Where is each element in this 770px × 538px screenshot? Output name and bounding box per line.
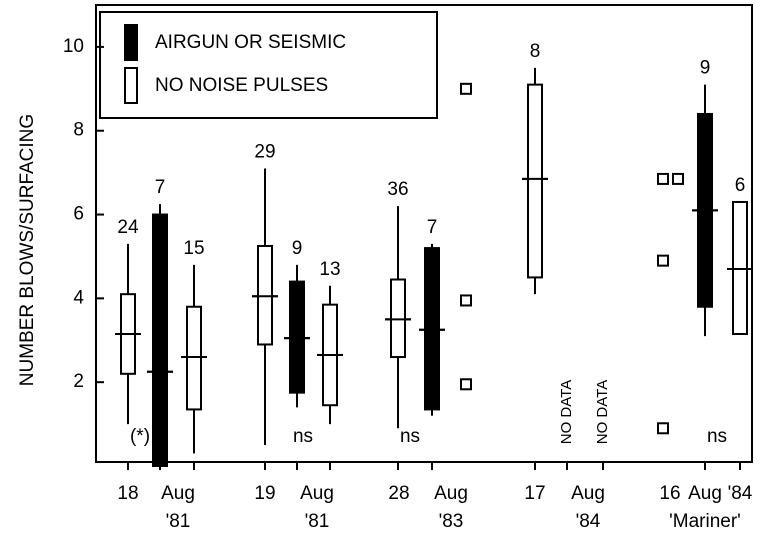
point: [460, 82, 472, 95]
y-tick-label: 10: [63, 36, 84, 57]
legend-swatch: [124, 24, 138, 61]
sample-size: 9: [292, 238, 303, 259]
point: [460, 378, 472, 391]
point: [672, 172, 684, 185]
sample-size: 9: [700, 58, 711, 79]
box: [390, 278, 406, 359]
box: [186, 305, 202, 411]
x-tick-label: 28: [388, 483, 409, 504]
sample-size: 24: [117, 217, 139, 238]
x-tick-label: '83: [439, 511, 464, 532]
sample-size: 7: [427, 217, 438, 238]
y-tick-label: 6: [73, 204, 84, 225]
box: [289, 280, 305, 394]
sample-size: 13: [319, 259, 340, 280]
annotation: ns: [293, 426, 313, 447]
x-tick-label: 16: [659, 483, 680, 504]
sample-size: 7: [155, 177, 166, 198]
y-axis-label: NUMBER BLOWS/SURFACING: [17, 114, 38, 386]
plot-frame: [95, 4, 753, 463]
y-tick-label: 8: [73, 120, 84, 141]
sample-size: 15: [183, 238, 204, 259]
legend-swatch: [124, 67, 138, 104]
x-tick-label: '84: [728, 483, 753, 504]
point: [657, 172, 669, 185]
point: [657, 254, 669, 267]
x-tick-label: '84: [576, 511, 601, 532]
x-tick-label: 17: [524, 483, 545, 504]
box: [257, 244, 273, 346]
x-tick-label: Aug: [571, 483, 605, 504]
no-data: NO DATA: [594, 380, 611, 444]
sample-size: 36: [387, 179, 408, 200]
x-tick-label: Aug: [434, 483, 468, 504]
x-tick-label: 'Mariner': [669, 511, 741, 532]
legend-label: NO NOISE PULSES: [155, 75, 328, 96]
legend-frame: [99, 11, 438, 119]
x-tick-label: Aug: [688, 483, 722, 504]
sample-size: 6: [735, 175, 746, 196]
sample-size: 8: [530, 41, 541, 62]
no-data: NO DATA: [558, 380, 575, 444]
y-tick-label: 2: [73, 371, 84, 392]
sample-size: 29: [254, 141, 275, 162]
x-tick-label: 19: [254, 483, 275, 504]
x-tick-label: Aug: [161, 483, 195, 504]
point: [657, 422, 669, 435]
box: [527, 83, 543, 279]
legend-label: AIRGUN OR SEISMIC: [155, 32, 346, 53]
y-tick-label: 4: [73, 287, 84, 308]
x-tick-label: '81: [166, 511, 191, 532]
annotation: ns: [707, 426, 727, 447]
annotation: ns: [400, 426, 420, 447]
x-tick-label: '81: [305, 511, 330, 532]
point: [460, 294, 472, 307]
annotation: (*): [130, 426, 150, 447]
x-tick-label: 18: [117, 483, 138, 504]
box: [152, 213, 168, 467]
box: [424, 247, 440, 411]
box: [732, 200, 748, 335]
x-tick-label: Aug: [300, 483, 334, 504]
